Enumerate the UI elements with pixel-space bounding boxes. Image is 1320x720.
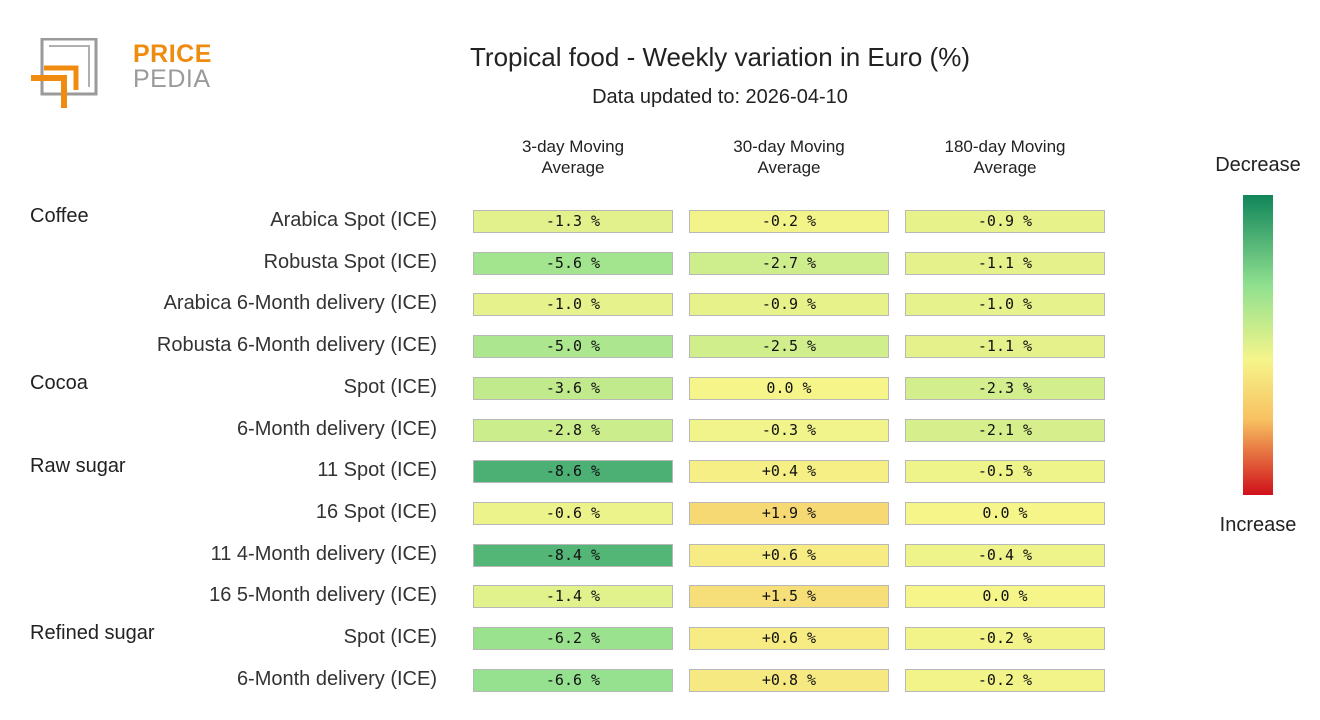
heatmap-cell: -0.3 % [689,418,889,442]
row-label: Arabica 6-Month delivery (ICE) [163,292,437,315]
legend-bottom-label: Increase [1219,514,1297,536]
heatmap-cell: -1.3 % [473,210,673,233]
heatmap-cell: +0.8 % [689,668,889,692]
heatmap-cell: -8.6 % [473,460,673,484]
heatmap-cell: -6.6 % [473,668,673,692]
heatmap-cell: -0.5 % [905,460,1105,484]
heatmap-cell: -5.0 % [473,335,673,359]
heatmap-cell: -8.4 % [473,543,673,567]
row-label: 6-Month delivery (ICE) [236,667,437,690]
chart-title: Tropical food - Weekly variation in Euro… [470,42,970,72]
heatmap-cell: +1.5 % [689,585,889,609]
column-header-line: 30-day Moving [733,137,845,156]
heatmap-cell: +0.6 % [689,627,889,650]
heatmap-cell: -1.0 % [905,293,1105,317]
group-label: Coffee [30,205,89,227]
heatmap-cell: -0.2 % [905,668,1105,692]
heatmap-cell: -0.2 % [689,210,889,233]
heatmap-cell: +0.4 % [689,460,889,484]
group-label: Raw sugar [30,455,126,478]
column-header: 30-day Moving Average [689,136,889,178]
heatmap-cell: -3.6 % [473,376,673,400]
column-header-line: Average [541,158,605,177]
row-label: 16 Spot (ICE) [315,500,437,523]
logo-text-pedia: PEDIA [133,65,211,93]
heatmap-cell: -1.4 % [473,585,673,609]
color-scale-bar [1243,195,1273,495]
logo-text-price: PRICE [133,40,212,68]
heatmap-cell: -5.6 % [473,251,673,275]
heatmap-cell: -2.7 % [689,251,889,275]
heatmap-cell: 0.0 % [905,585,1105,609]
column-header-line: 3-day Moving [521,137,625,156]
heatmap-cell: +0.6 % [689,543,889,567]
heatmap-cell: -2.5 % [689,335,889,359]
column-header-line: Average [757,158,821,177]
column-header-line: Average [973,158,1037,177]
logo-mark-icon [31,38,98,108]
group-label: Cocoa [30,371,88,394]
heatmap-cell: -0.9 % [689,293,889,317]
heatmap-cell: -0.2 % [905,627,1105,650]
row-label: Robusta 6-Month delivery (ICE) [156,334,437,357]
chart-subtitle: Data updated to: 2026-04-10 [592,86,848,108]
heatmap-cell: -0.4 % [905,543,1105,567]
column-header: 3-day Moving Average [473,136,673,178]
row-label: Spot (ICE) [343,375,437,398]
heatmap-cell: +1.9 % [689,501,889,525]
heatmap-cell: -2.3 % [905,376,1105,400]
row-label: Robusta Spot (ICE) [263,250,437,273]
heatmap-cell: 0.0 % [689,376,889,400]
heatmap-cell: -6.2 % [473,627,673,650]
heatmap-cell: -0.6 % [473,501,673,525]
pricepedia-logo: PRICE PEDIA [30,38,211,110]
column-header-line: 180-day Moving [944,137,1066,156]
heatmap-cell: 0.0 % [905,501,1105,525]
row-label: Arabica Spot (ICE) [270,209,437,231]
heatmap-cell: -1.1 % [905,251,1105,275]
legend-top-label: Decrease [1215,154,1301,176]
row-label: 11 Spot (ICE) [317,459,437,482]
heatmap-cell: -1.1 % [905,335,1105,359]
heatmap-cell: -2.8 % [473,418,673,442]
group-label: Refined sugar [30,622,155,644]
row-label: 6-Month delivery (ICE) [236,417,437,440]
heatmap-cell: -1.0 % [473,293,673,317]
row-label: 11 4-Month delivery (ICE) [210,542,437,565]
heatmap-cell: -2.1 % [905,418,1105,442]
heatmap-cell: -0.9 % [905,210,1105,233]
row-label: Spot (ICE) [343,626,437,648]
row-label: 16 5-Month delivery (ICE) [209,584,437,607]
column-header: 180-day Moving Average [905,136,1105,178]
